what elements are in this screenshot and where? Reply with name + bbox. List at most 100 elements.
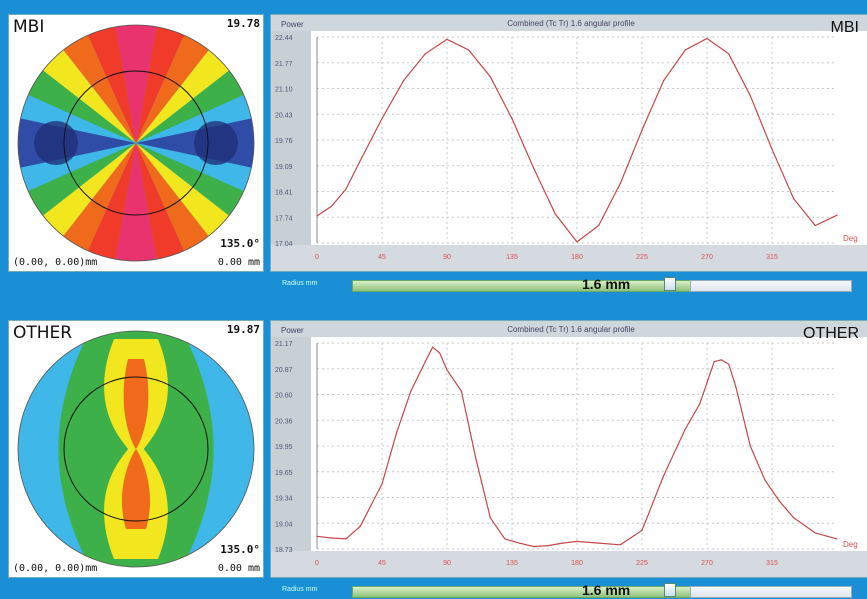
map-label: MBI	[13, 17, 45, 37]
data-point	[533, 545, 535, 548]
slider-caption: Radius mm	[282, 280, 318, 287]
slider-thumb[interactable]	[664, 277, 676, 291]
y-tick-label: 18.73	[275, 547, 293, 554]
data-point	[468, 49, 470, 51]
data-point	[793, 198, 795, 200]
data-point	[446, 369, 448, 371]
y-axis-gutter	[271, 31, 311, 245]
y-tick-label: 21.10	[275, 87, 293, 94]
data-point	[836, 538, 838, 540]
radius-slider[interactable]: Radius mm 1.6 mm	[282, 276, 867, 293]
data-point	[424, 360, 426, 363]
profile-chart: Power Combined (Tc Tr) 1.6 angular profil…	[271, 321, 867, 577]
profile-plot: Power Combined (Tc Tr) 1.6 angular profil…	[270, 14, 867, 272]
data-point	[684, 49, 686, 51]
x-tick-label: 270	[701, 254, 713, 261]
x-tick-label: 225	[636, 254, 648, 261]
data-point	[720, 359, 723, 361]
data-point	[576, 241, 578, 243]
data-point	[814, 224, 816, 227]
data-point	[641, 529, 643, 532]
data-point	[554, 213, 556, 215]
y-tick-label: 20.60	[275, 393, 293, 400]
data-point	[410, 390, 412, 392]
data-point	[475, 458, 477, 460]
data-point	[728, 363, 730, 365]
y-axis-title: Power	[281, 326, 304, 335]
data-point	[561, 542, 564, 544]
data-point	[598, 224, 600, 227]
data-point	[663, 79, 665, 82]
data-point	[395, 432, 398, 434]
data-point	[713, 360, 715, 363]
x-tick-label: 180	[571, 560, 583, 567]
slider-track-rest[interactable]	[690, 586, 852, 598]
map-radius: 0.00 mm	[217, 563, 260, 574]
data-point	[749, 95, 751, 97]
slider-track[interactable]	[352, 586, 691, 598]
y-tick-label: 19.76	[275, 138, 293, 145]
data-point	[511, 118, 513, 120]
x-tick-label: 0	[315, 560, 319, 567]
x-tick-label: 180	[571, 254, 583, 261]
x-tick-label: 135	[506, 560, 518, 567]
data-point	[641, 129, 643, 131]
data-point	[489, 517, 491, 519]
x-tick-label: 315	[766, 560, 778, 567]
slider-caption: Radius mm	[282, 586, 318, 593]
y-tick-label: 21.77	[275, 61, 293, 68]
data-point	[330, 205, 333, 207]
y-tick-label: 19.65	[275, 470, 293, 477]
map-radius: 0.00 mm	[217, 257, 260, 268]
profile-plot: Power Combined (Tc Tr) 1.6 angular profil…	[270, 320, 867, 578]
plot-header-bar	[271, 15, 867, 31]
data-point	[814, 532, 816, 534]
data-point	[706, 382, 708, 384]
slider-track-rest[interactable]	[690, 280, 852, 292]
data-point	[431, 346, 434, 348]
map-label: OTHER	[13, 323, 73, 343]
data-point	[460, 390, 463, 392]
data-point	[359, 525, 361, 527]
data-point	[749, 445, 751, 447]
data-point	[381, 483, 383, 485]
map-axis-value: 135.0°	[220, 543, 260, 556]
x-axis-band	[271, 551, 867, 577]
pupil-ring	[63, 376, 209, 522]
x-axis-unit: Deg	[843, 540, 858, 549]
data-point	[316, 215, 318, 217]
data-point	[316, 535, 318, 537]
x-tick-label: 135	[506, 254, 518, 261]
y-tick-label: 18.41	[275, 190, 293, 197]
x-tick-label: 270	[701, 560, 713, 567]
plot-label: MBI	[830, 19, 859, 36]
y-axis-gutter	[271, 337, 311, 551]
map-axis-value: 135.0°	[220, 237, 260, 250]
x-axis-unit: Deg	[843, 234, 858, 243]
x-tick-label: 225	[636, 560, 648, 567]
data-point	[771, 148, 773, 150]
plot-label: OTHER	[803, 325, 859, 342]
data-point	[330, 537, 333, 539]
chart-title: Combined (Tc Tr) 1.6 angular profile	[507, 19, 635, 28]
data-point	[619, 544, 621, 546]
y-tick-label: 22.44	[275, 35, 293, 42]
topography-color-map	[18, 25, 254, 261]
data-point	[728, 53, 730, 55]
map-coordinates: (0.00, 0.00)mm	[13, 563, 98, 574]
data-point	[619, 182, 621, 185]
data-point	[345, 538, 347, 540]
data-point	[699, 403, 701, 405]
map-max-value: 19.78	[226, 17, 260, 30]
topography-map: OTHER 19.87 135.0° (0.00, 0.00)mm 0.00 m…	[8, 320, 264, 578]
y-tick-label: 19.95	[275, 444, 293, 451]
slider-thumb[interactable]	[664, 583, 676, 597]
data-point	[547, 545, 549, 547]
data-point	[778, 500, 780, 502]
data-point	[598, 542, 600, 544]
x-tick-label: 0	[315, 254, 319, 261]
data-point	[518, 542, 520, 544]
data-point	[359, 160, 361, 162]
data-point	[533, 167, 535, 169]
slider-track[interactable]	[352, 280, 691, 292]
